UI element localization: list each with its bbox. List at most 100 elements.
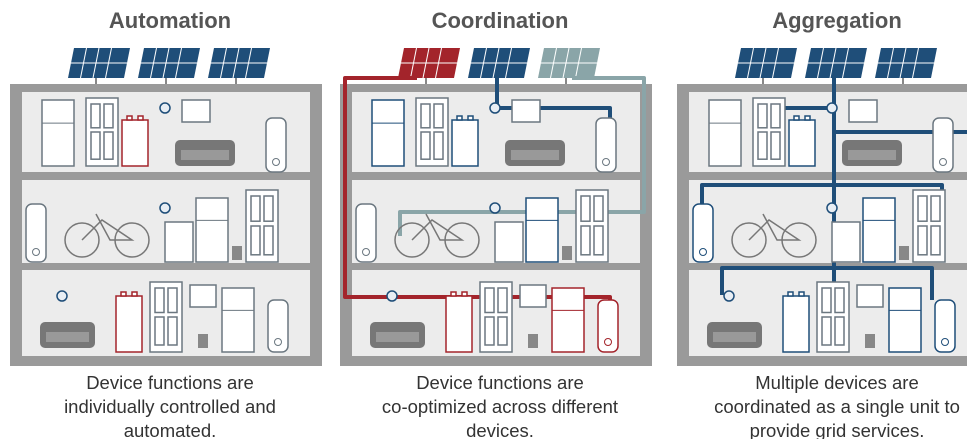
couch-seat (848, 150, 896, 160)
door-panel (251, 196, 260, 221)
door-panel (91, 132, 100, 159)
caption-line: Device functions are (86, 372, 254, 393)
panel-title: Automation (109, 8, 231, 33)
water-heater (598, 300, 618, 352)
door-panel (835, 317, 844, 345)
fridge (889, 288, 921, 352)
bin (528, 334, 538, 348)
panel: Aggregation Multiple devices are coordinat… (677, 8, 967, 439)
panel: Automation Device functions are individual… (10, 8, 322, 439)
couch-seat (713, 332, 756, 342)
door-panel (485, 288, 494, 313)
door-panel (421, 104, 430, 128)
panel: Coordination Device functions are co-optim… (340, 8, 652, 439)
caption-line: automated. (124, 420, 217, 439)
fridge (709, 100, 741, 166)
page: {"panels": [ {"title": "Automation", "ca… (0, 0, 967, 439)
couch-seat (181, 150, 229, 160)
door-panel (498, 288, 507, 313)
dryer (165, 222, 193, 262)
battery-cap (462, 292, 467, 296)
water-heater (356, 204, 376, 262)
battery-cap (794, 116, 799, 120)
thermostat (160, 103, 170, 113)
door-panel (155, 288, 164, 313)
caption-line: individually controlled and (64, 396, 276, 417)
door-panel (771, 104, 780, 128)
caption-line: Multiple devices are (755, 372, 919, 393)
water-heater (268, 300, 288, 352)
bin (198, 334, 208, 348)
window (182, 100, 210, 122)
door-panel (434, 132, 443, 159)
door-panel (931, 196, 940, 221)
door-panel (91, 104, 100, 128)
battery (122, 120, 148, 166)
battery (783, 296, 809, 352)
door-panel (822, 317, 831, 345)
thermostat (827, 103, 837, 113)
door-panel (835, 288, 844, 313)
door-panel (264, 196, 273, 221)
couch-seat (376, 332, 419, 342)
bin (865, 334, 875, 348)
door-panel (758, 132, 767, 159)
fridge (42, 100, 74, 166)
thermostat (724, 291, 734, 301)
fridge (372, 100, 404, 166)
water-heater (693, 204, 713, 262)
diagram: Automation Device functions are individual… (0, 0, 967, 439)
door-panel (104, 132, 113, 159)
fridge (863, 198, 895, 262)
fridge (222, 288, 254, 352)
thermostat (387, 291, 397, 301)
battery-cap (127, 116, 132, 120)
battery-cap (805, 116, 810, 120)
door-panel (822, 288, 831, 313)
battery-cap (451, 292, 456, 296)
couch-seat (511, 150, 559, 160)
door-panel (251, 226, 260, 255)
thermostat (827, 203, 837, 213)
door-panel (498, 317, 507, 345)
panel-title: Aggregation (772, 8, 902, 33)
caption-line: Device functions are (416, 372, 584, 393)
door-panel (758, 104, 767, 128)
door-panel (918, 196, 927, 221)
water-heater (266, 118, 286, 172)
door-panel (594, 196, 603, 221)
door-panel (168, 288, 177, 313)
door-panel (264, 226, 273, 255)
caption-line: coordinated as a single unit to (714, 396, 960, 417)
battery-cap (132, 292, 137, 296)
battery-cap (138, 116, 143, 120)
panel-title: Coordination (432, 8, 569, 33)
battery (116, 296, 142, 352)
door-panel (168, 317, 177, 345)
couch-seat (46, 332, 89, 342)
door-panel (594, 226, 603, 255)
caption-line: devices. (466, 420, 534, 439)
battery-cap (788, 292, 793, 296)
caption-line: co-optimized across different (382, 396, 618, 417)
bin (232, 246, 242, 260)
bin (562, 246, 572, 260)
door-panel (581, 196, 590, 221)
battery (789, 120, 815, 166)
dryer (495, 222, 523, 262)
water-heater (935, 300, 955, 352)
door-panel (104, 104, 113, 128)
fridge (196, 198, 228, 262)
door-panel (771, 132, 780, 159)
battery (452, 120, 478, 166)
window (190, 285, 216, 307)
door-panel (155, 317, 164, 345)
battery (446, 296, 472, 352)
dryer (832, 222, 860, 262)
window (849, 100, 877, 122)
window (520, 285, 546, 307)
battery-cap (468, 116, 473, 120)
battery-cap (121, 292, 126, 296)
door-panel (421, 132, 430, 159)
door-panel (485, 317, 494, 345)
